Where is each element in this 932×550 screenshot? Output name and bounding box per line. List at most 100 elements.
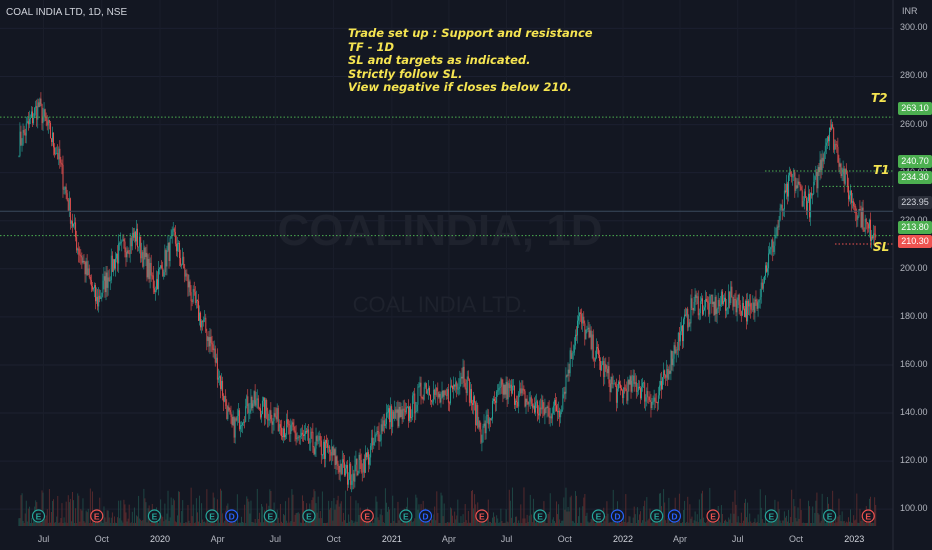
candle-body	[608, 366, 610, 384]
volume-bar	[830, 522, 832, 526]
volume-bar	[44, 519, 46, 526]
candle-body	[824, 145, 826, 152]
volume-bar	[814, 512, 816, 526]
candle-body	[154, 290, 156, 293]
candle-body	[63, 189, 65, 190]
candle-body	[145, 252, 147, 257]
candle-body	[371, 437, 373, 446]
candle-body	[440, 398, 442, 403]
volume-bar	[356, 521, 358, 526]
candle-body	[328, 446, 330, 448]
candle-body	[241, 425, 242, 426]
candle-body	[658, 385, 660, 396]
volume-bar	[529, 494, 531, 526]
volume-bar	[340, 501, 342, 526]
volume-bar	[567, 507, 569, 526]
event-marker-label: E	[94, 512, 100, 522]
volume-bar	[137, 516, 139, 526]
candle-body	[370, 445, 372, 458]
candle-body	[662, 377, 664, 390]
candle-body	[362, 459, 364, 473]
volume-bar	[607, 513, 609, 526]
candle-body	[137, 228, 139, 248]
candle-body	[58, 148, 60, 160]
candle-body	[256, 398, 258, 401]
volume-bar	[373, 522, 375, 526]
volume-bar	[79, 521, 81, 526]
candle-body	[845, 168, 847, 175]
volume-bar	[180, 522, 182, 526]
volume-bar	[57, 495, 59, 526]
volume-bar	[301, 495, 303, 526]
candle-body	[126, 250, 128, 258]
volume-bar	[199, 495, 200, 526]
candle-body	[781, 204, 783, 212]
candle-body	[97, 296, 99, 307]
candle-body	[231, 416, 233, 425]
candle-body	[558, 410, 560, 413]
candle-body	[477, 405, 479, 428]
volume-bar	[242, 522, 244, 526]
volume-bar	[552, 517, 554, 526]
candle-body	[741, 302, 743, 316]
candle-body	[828, 136, 829, 142]
volume-bar	[846, 522, 848, 526]
candle-body	[528, 401, 530, 405]
event-marker	[360, 509, 374, 523]
candle-body	[42, 116, 44, 124]
candle-body	[201, 321, 203, 328]
volume-bar	[499, 522, 501, 526]
candle-body	[691, 298, 693, 308]
candle-body	[493, 398, 494, 401]
candle-body	[303, 434, 304, 436]
candle-body	[199, 312, 200, 321]
candle-body	[95, 285, 97, 302]
candle-body	[111, 255, 113, 272]
candle-body	[812, 193, 814, 196]
candle-body	[242, 422, 244, 426]
candle-body	[214, 348, 216, 363]
event-marker	[591, 509, 606, 523]
candle-body	[747, 300, 749, 322]
candle-body	[699, 301, 701, 314]
volume-bar	[390, 522, 392, 526]
volume-bar	[515, 516, 517, 526]
event-marker	[399, 509, 413, 523]
candle-body	[574, 334, 576, 346]
candle-body	[80, 255, 82, 258]
volume-bar	[421, 522, 423, 526]
candle-body	[538, 413, 540, 416]
candle-body	[816, 171, 818, 189]
volume-bar	[582, 506, 584, 526]
volume-bar	[687, 496, 689, 526]
candle-body	[748, 300, 750, 307]
symbol-title[interactable]: COAL INDIA LTD, 1D, NSE	[6, 7, 128, 18]
volume-bar	[368, 522, 370, 526]
volume-bar	[629, 516, 631, 526]
volume-bar	[203, 522, 205, 526]
volume-bar	[712, 521, 714, 526]
candle-body	[308, 429, 310, 444]
volume-bar	[514, 522, 515, 526]
volume-bar	[763, 522, 765, 526]
volume-bar	[719, 522, 721, 526]
volume-bar	[612, 489, 614, 526]
candle-body	[367, 452, 368, 458]
volume-bar	[637, 519, 639, 526]
volume-bar	[697, 522, 699, 526]
candle-body	[269, 410, 271, 420]
event-marker	[418, 509, 433, 523]
note-line: View negative if closes below 210.	[348, 80, 572, 95]
volume-bar	[536, 521, 538, 526]
volume-bar	[40, 523, 42, 526]
candle-body	[448, 402, 450, 404]
candle-body	[840, 163, 842, 176]
volume-bar	[308, 522, 310, 526]
candle-body	[851, 190, 853, 203]
volume-bar	[380, 509, 382, 526]
volume-bar	[614, 522, 616, 526]
volume-bar	[776, 519, 778, 526]
volume-bar	[621, 521, 623, 526]
